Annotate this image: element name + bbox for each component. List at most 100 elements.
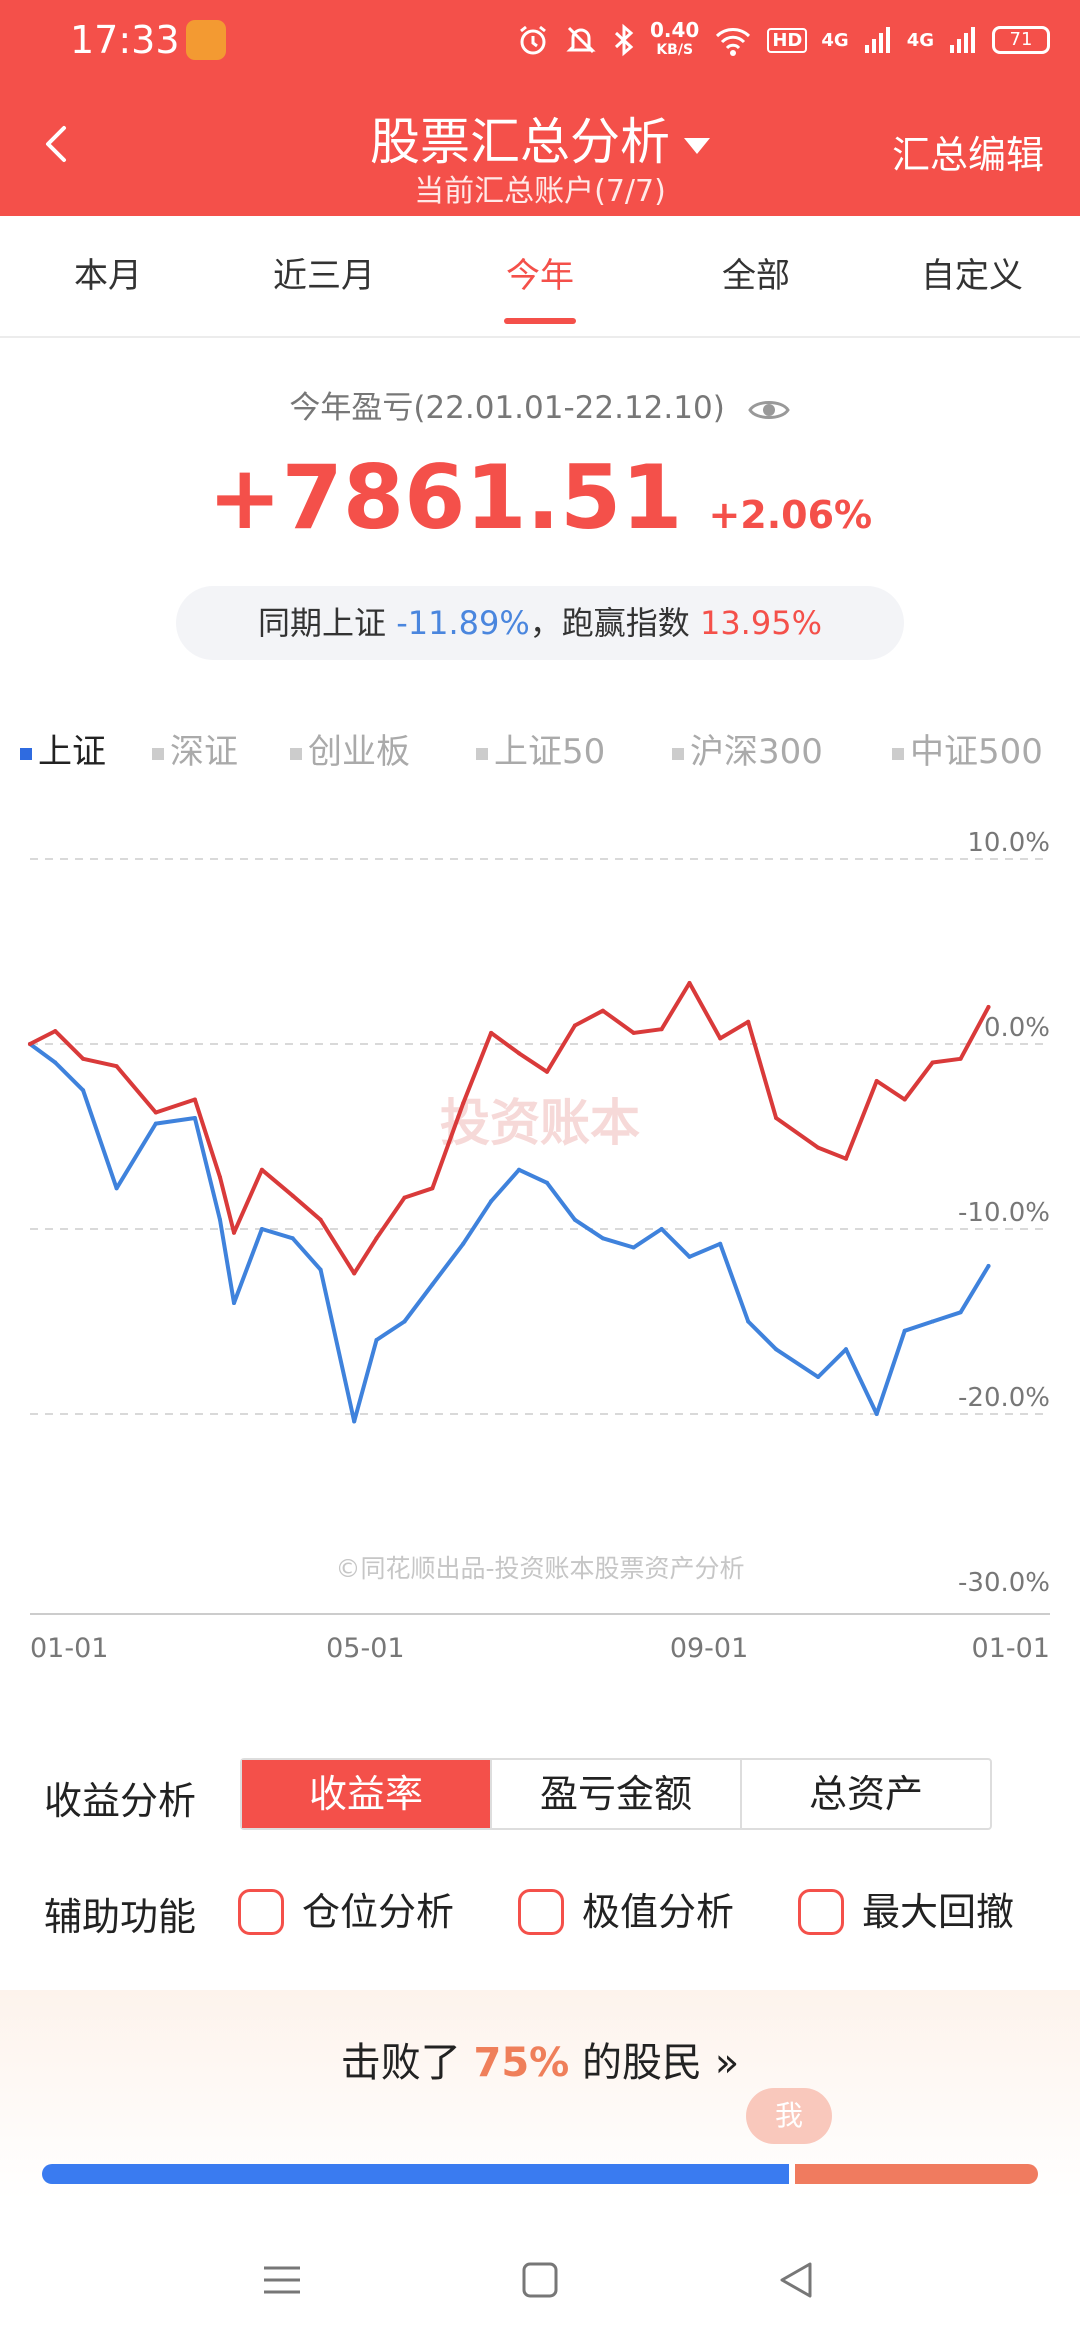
index-point: [902, 1328, 907, 1333]
portfolio-point: [430, 1186, 435, 1191]
portfolio-point: [902, 1097, 907, 1102]
index-selector: 上证 深证 创业板 上证50 沪深300 中证500: [0, 724, 1080, 784]
page-subtitle: 当前汇总账户(7/7): [414, 174, 666, 209]
legend-square-icon: [20, 747, 32, 760]
portfolio-point: [81, 1056, 86, 1061]
y-tick-label: -10.0%: [958, 1198, 1050, 1228]
index-point: [545, 1180, 549, 1185]
compare-prefix: 同期上证: [258, 604, 387, 642]
index-option[interactable]: 沪深300: [672, 724, 823, 773]
wifi-icon: [716, 28, 751, 56]
checkbox-icon: [518, 1888, 564, 1935]
index-point: [218, 1217, 222, 1222]
position-analysis-checkbox[interactable]: 仓位分析: [238, 1882, 454, 1942]
portfolio-point: [718, 1036, 723, 1041]
portfolio-point: [958, 1056, 963, 1061]
segment-pnl-amount[interactable]: 盈亏金额: [490, 1760, 740, 1828]
index-option[interactable]: 中证500: [892, 724, 1043, 773]
home-icon[interactable]: [520, 2260, 560, 2300]
back-icon[interactable]: [36, 124, 76, 164]
y-tick-label: -30.0%: [958, 1568, 1050, 1598]
portfolio-point: [192, 1097, 197, 1102]
title-bar: 股票汇总分析 当前汇总账户(7/7) 汇总编辑: [0, 80, 1080, 216]
portfolio-point: [352, 1271, 357, 1276]
index-point: [114, 1186, 119, 1191]
index-point: [81, 1088, 86, 1093]
checkbox-icon: [238, 1888, 284, 1935]
index-point: [600, 1236, 605, 1241]
segment-total-assets[interactable]: 总资产: [740, 1760, 990, 1828]
portfolio-point: [218, 1175, 222, 1180]
portfolio-point: [318, 1217, 323, 1222]
index-point: [290, 1236, 295, 1241]
index-option[interactable]: 上证: [20, 724, 106, 773]
analysis-label: 收益分析: [44, 1779, 197, 1823]
index-point: [816, 1375, 821, 1379]
portfolio-point: [774, 1116, 779, 1120]
system-nav-bar: [0, 2220, 1080, 2340]
portfolio-point: [259, 1167, 264, 1172]
index-option[interactable]: 上证50: [476, 724, 605, 773]
y-tick-label: 0.0%: [984, 1013, 1050, 1043]
signal-icon: [950, 27, 975, 53]
index-option[interactable]: 创业板: [290, 724, 410, 773]
account-selector[interactable]: 股票汇总分析: [0, 102, 1080, 174]
index-point: [318, 1267, 323, 1272]
eye-icon[interactable]: [747, 395, 791, 425]
index-point: [489, 1199, 494, 1204]
back-nav-icon[interactable]: [776, 2260, 816, 2300]
max-drawdown-checkbox[interactable]: 最大回撤: [798, 1882, 1014, 1942]
network-type-2: 4G: [906, 29, 934, 51]
edit-summary-button[interactable]: 汇总编辑: [891, 133, 1044, 177]
tab-custom[interactable]: 自定义: [921, 256, 1023, 296]
chart-watermark: 投资账本: [440, 1094, 640, 1152]
net-speed: 0.40 KB/S: [650, 18, 700, 58]
menu-icon[interactable]: [262, 2260, 302, 2300]
pnl-value: +7861.51 +2.06%: [0, 446, 1080, 549]
analysis-row: 收益分析 收益率 盈亏金额 总资产: [0, 1758, 1080, 1830]
beat-ranking-card[interactable]: 击败了 75% 的股民 » 我: [0, 1990, 1080, 2200]
index-point: [352, 1419, 357, 1424]
index-point: [986, 1264, 991, 1268]
portfolio-point: [545, 1069, 549, 1074]
analysis-segmented-control: 收益率 盈亏金额 总资产: [240, 1758, 992, 1830]
index-point: [659, 1227, 664, 1231]
battery-icon: 71: [992, 26, 1050, 54]
extreme-analysis-checkbox[interactable]: 极值分析: [518, 1882, 734, 1942]
portfolio-point: [232, 1230, 236, 1235]
index-point: [461, 1241, 466, 1246]
index-point: [874, 1412, 879, 1416]
portfolio-point: [572, 1023, 577, 1028]
legend-square-icon: [290, 747, 302, 760]
legend-square-icon: [476, 747, 488, 760]
tab-all[interactable]: 全部: [722, 256, 790, 296]
index-option[interactable]: 深证: [152, 724, 238, 773]
aux-row: 辅助功能 仓位分析 极值分析 最大回撤: [0, 1876, 1080, 1948]
return-chart[interactable]: 投资账本 10.0% 0.0% -10.0% -20.0% -30.0% 01-01 05-0…: [0, 815, 1080, 1685]
segment-return-rate[interactable]: 收益率: [242, 1760, 490, 1828]
x-tick-label: 09-01: [670, 1633, 748, 1664]
portfolio-point: [986, 1005, 991, 1009]
x-tick-label: 01-01: [972, 1633, 1050, 1664]
index-point: [958, 1310, 963, 1315]
y-tick-label: 10.0%: [967, 828, 1050, 858]
portfolio-point: [517, 1051, 521, 1056]
app-notification-icon: [186, 20, 226, 60]
status-time: 17:33: [70, 18, 180, 62]
index-point: [930, 1319, 935, 1324]
portfolio-point: [153, 1110, 158, 1115]
pnl-percent: +2.06%: [708, 493, 873, 537]
index-point: [572, 1217, 577, 1222]
y-tick-label: -20.0%: [958, 1383, 1050, 1413]
tab-last-three-months[interactable]: 近三月: [273, 256, 375, 296]
portfolio-line: [28, 981, 991, 1276]
beat-progress-fill: [42, 2164, 789, 2184]
index-point: [517, 1167, 521, 1172]
index-point: [232, 1301, 236, 1305]
tab-this-month[interactable]: 本月: [74, 256, 142, 296]
tab-this-year[interactable]: 今年: [432, 216, 648, 336]
bluetooth-icon: [614, 23, 634, 57]
double-chevron-icon: »: [714, 2040, 740, 2086]
beat-progress-bar: [42, 2164, 1038, 2184]
x-tick-label: 01-01: [30, 1633, 108, 1664]
